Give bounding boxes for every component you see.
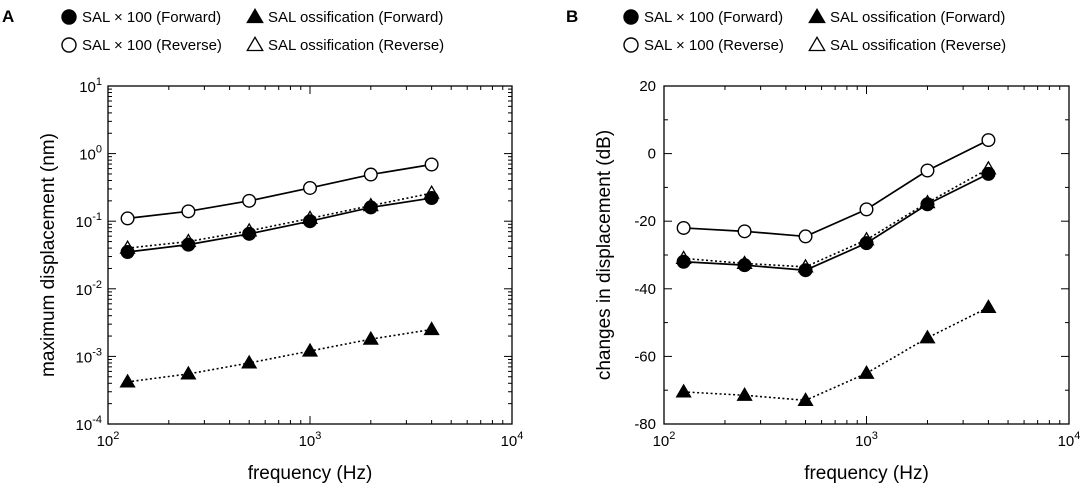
data-point-series-3 bbox=[676, 220, 691, 235]
plot-area bbox=[107, 85, 513, 425]
data-point-series-2 bbox=[919, 329, 936, 344]
data-point-series-2 bbox=[675, 383, 692, 398]
legend-label: SAL × 100 (Forward) bbox=[82, 9, 221, 26]
data-point-series-2 bbox=[736, 387, 753, 401]
y-tick-label: 0 bbox=[648, 146, 656, 163]
data-point-series-3 bbox=[859, 202, 874, 217]
series-line-3 bbox=[683, 139, 989, 238]
y-tick-label: 10-3 bbox=[76, 346, 102, 366]
data-point-series-2 bbox=[301, 342, 319, 357]
data-point-series-3 bbox=[242, 193, 257, 208]
x-axis-title: frequency (Hz) bbox=[804, 463, 929, 484]
y-tick-label: -80 bbox=[634, 416, 656, 433]
data-point-series-1 bbox=[676, 254, 691, 269]
data-point-series-1 bbox=[424, 191, 439, 206]
data-point-series-3 bbox=[798, 229, 813, 244]
x-tick-label: 104 bbox=[1058, 430, 1081, 450]
data-point-series-2 bbox=[241, 354, 258, 369]
data-point-series-3 bbox=[363, 167, 378, 182]
legend: SAL × 100 (Forward) SAL ossification (For… bbox=[61, 7, 444, 54]
x-tick-label: 104 bbox=[501, 430, 524, 450]
legend-label: SAL × 100 (Forward) bbox=[644, 9, 783, 26]
data-point-series-3 bbox=[920, 163, 935, 178]
x-tick-label: 102 bbox=[97, 430, 120, 450]
data-point-series-1 bbox=[737, 258, 752, 273]
data-point-series-1 bbox=[363, 200, 378, 215]
legend-label: SAL × 100 (Reverse) bbox=[82, 37, 222, 54]
y-tick-label: 100 bbox=[79, 144, 102, 164]
legend-label: SAL ossification (Reverse) bbox=[268, 37, 444, 54]
y-tick-label: 10-4 bbox=[76, 414, 102, 434]
data-point-series-1 bbox=[303, 214, 318, 229]
y-tick-label: 10-1 bbox=[76, 211, 102, 231]
data-point-series-1 bbox=[798, 263, 813, 278]
data-point-series-1 bbox=[859, 236, 874, 251]
series-line-1 bbox=[127, 197, 432, 253]
data-point-series-2 bbox=[119, 373, 136, 388]
series-line-2 bbox=[683, 306, 989, 402]
data-point-series-2 bbox=[858, 365, 875, 379]
legend-marker bbox=[808, 35, 826, 52]
x-tick-label: 103 bbox=[299, 430, 322, 450]
panel-letter: B bbox=[566, 7, 578, 26]
chart-panel-a: A SAL × 100 (Forward) SAL ossification (Fo… bbox=[2, 7, 523, 484]
data-point-series-1 bbox=[120, 245, 135, 260]
y-tick-label: -40 bbox=[634, 281, 656, 298]
y-axis-title: maximum displacement (nm) bbox=[38, 133, 59, 377]
legend-marker bbox=[61, 9, 77, 25]
legend: SAL × 100 (Forward) SAL ossification (For… bbox=[623, 7, 1006, 54]
y-tick-label: 101 bbox=[79, 76, 102, 96]
data-point-series-2 bbox=[797, 392, 814, 406]
series-line-3 bbox=[127, 163, 432, 220]
legend-marker bbox=[246, 7, 264, 24]
data-point-series-2 bbox=[180, 365, 197, 380]
series-line-4 bbox=[127, 192, 432, 249]
y-tick-label: 10-2 bbox=[76, 279, 102, 299]
x-axis-title: frequency (Hz) bbox=[248, 463, 373, 484]
legend-label: SAL × 100 (Reverse) bbox=[644, 37, 784, 54]
y-tick-label: 20 bbox=[639, 78, 656, 95]
legend-marker bbox=[623, 9, 639, 25]
data-point-series-1 bbox=[920, 197, 935, 212]
series-line-1 bbox=[683, 173, 989, 272]
series-line-4 bbox=[683, 168, 989, 268]
data-point-series-3 bbox=[303, 180, 318, 195]
series-line-2 bbox=[127, 328, 432, 383]
legend-marker bbox=[808, 7, 826, 24]
chart-panel-b: B SAL × 100 (Forward) SAL ossification (Fo… bbox=[566, 7, 1080, 484]
legend-marker bbox=[623, 37, 639, 53]
data-point-series-2 bbox=[362, 330, 379, 345]
legend-label: SAL ossification (Forward) bbox=[268, 9, 443, 26]
legend-label: SAL ossification (Forward) bbox=[830, 9, 1005, 26]
x-tick-label: 102 bbox=[653, 430, 676, 450]
legend-label: SAL ossification (Reverse) bbox=[830, 37, 1006, 54]
x-tick-label: 103 bbox=[855, 430, 878, 450]
data-point-series-3 bbox=[120, 211, 135, 226]
data-point-series-1 bbox=[242, 226, 257, 241]
y-tick-label: -60 bbox=[634, 348, 656, 365]
data-point-series-3 bbox=[424, 157, 439, 172]
data-point-series-2 bbox=[980, 299, 997, 314]
data-point-series-2 bbox=[423, 321, 440, 336]
data-point-series-1 bbox=[181, 237, 196, 252]
data-point-series-3 bbox=[981, 133, 996, 148]
panel-letter: A bbox=[2, 7, 14, 26]
data-point-series-3 bbox=[181, 204, 196, 219]
legend-marker bbox=[61, 37, 77, 53]
data-point-series-1 bbox=[981, 166, 996, 181]
data-point-series-3 bbox=[737, 224, 752, 239]
y-tick-label: -20 bbox=[634, 213, 656, 230]
y-axis-title: changes in displacement (dB) bbox=[594, 130, 615, 380]
legend-marker bbox=[246, 35, 264, 52]
